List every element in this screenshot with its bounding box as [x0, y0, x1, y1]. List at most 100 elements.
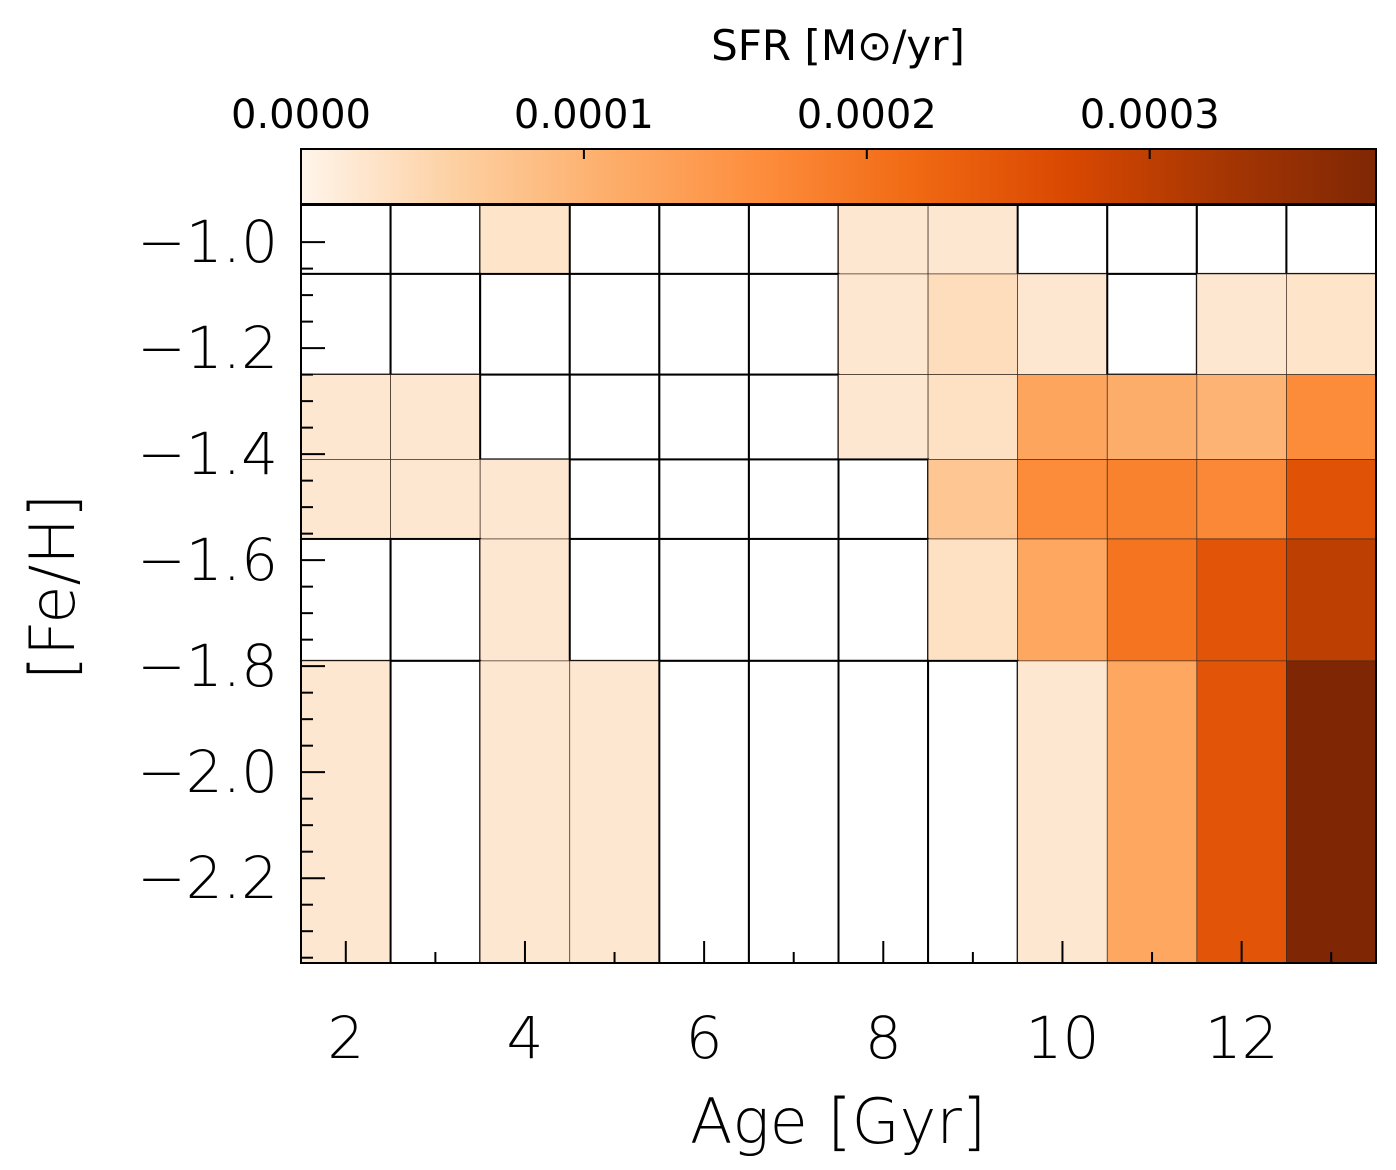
heatmap-cell — [479, 204, 571, 275]
heatmap-cell — [389, 659, 482, 965]
heatmap-cell — [1017, 459, 1108, 540]
heatmap-cell — [479, 459, 571, 540]
heatmap-cell — [1016, 204, 1109, 275]
heatmap-cell — [747, 373, 840, 461]
heatmap-cell — [1196, 459, 1287, 540]
heatmap-cell — [1286, 459, 1377, 540]
heatmap-cell — [747, 537, 840, 662]
heatmap-cell — [1286, 273, 1377, 375]
heatmap-cell — [837, 659, 930, 965]
heatmap-cell — [569, 660, 660, 964]
heatmap-cell — [1285, 204, 1377, 275]
heatmap-cell — [479, 660, 571, 964]
colorbar-tick-label: 0.0003 — [1080, 92, 1220, 138]
heatmap-cell — [389, 272, 482, 376]
heatmap-cell — [747, 659, 840, 965]
heatmap-cell — [389, 537, 482, 662]
heatmap-cell — [1017, 374, 1108, 460]
y-tick-label: −1.0 — [137, 208, 278, 276]
plot-frame — [300, 204, 1377, 964]
x-tick-labels: 2 4 6 8 10 12 — [327, 1004, 1278, 1072]
y-axis-label: [Fe/H] — [16, 494, 89, 680]
heatmap-cell — [747, 272, 840, 376]
heatmap-cell — [1106, 374, 1198, 460]
colorbar — [300, 148, 1377, 205]
heatmap-cell — [927, 538, 1019, 662]
heatmap-cell — [1195, 204, 1288, 275]
heatmap-cell — [479, 272, 571, 376]
heatmap-cell — [838, 204, 929, 275]
heatmap-cell — [568, 373, 661, 461]
heatmap-cell — [1017, 660, 1108, 964]
heatmap-cell — [1286, 538, 1377, 662]
heatmap-cell — [1196, 273, 1287, 375]
colorbar-tick-label: 0.0000 — [231, 92, 371, 138]
heatmap-cell — [1106, 660, 1198, 964]
heatmap-cell — [568, 537, 661, 662]
heatmap-cell — [479, 373, 571, 461]
heatmap-cell — [300, 204, 392, 275]
heatmap-cell — [1017, 273, 1108, 375]
heatmap-cell — [658, 659, 750, 965]
heatmap-cell — [837, 458, 930, 540]
axis-ticks — [301, 241, 1333, 963]
heatmap-cell — [300, 660, 391, 964]
heatmap-cell — [658, 373, 750, 461]
y-tick-label: −2.2 — [137, 844, 278, 912]
heatmap-cell — [390, 374, 481, 460]
heatmap-cell — [389, 204, 482, 275]
x-tick-label: 10 — [1026, 1004, 1100, 1072]
heatmap-cell — [838, 374, 929, 460]
heatmap-cell — [300, 272, 392, 376]
heatmap-cell — [1106, 204, 1198, 275]
heatmap-cell — [658, 458, 750, 540]
colorbar-ticks — [300, 149, 1151, 159]
heatmap-cell — [658, 537, 750, 662]
heatmap-cell — [747, 458, 840, 540]
colorbar-tick-label: 0.0001 — [514, 92, 654, 138]
heatmap-cell — [1106, 272, 1198, 376]
x-axis-label: Age [Gyr] — [690, 1085, 986, 1158]
x-tick-label: 12 — [1205, 1004, 1279, 1072]
heatmap-cell — [300, 537, 392, 662]
heatmap-cell — [927, 659, 1019, 965]
heatmap-cell — [1196, 660, 1287, 964]
x-tick-label: 4 — [507, 1004, 544, 1072]
heatmap-cell — [1286, 660, 1377, 964]
colorbar-title: SFR [M⊙/yr] — [711, 21, 965, 70]
x-tick-label: 6 — [686, 1004, 723, 1072]
heatmap-cell — [927, 273, 1019, 375]
heatmap-cell — [568, 272, 661, 376]
heatmap-cell — [300, 459, 391, 540]
heatmap-cell — [1106, 538, 1198, 662]
heatmap-cell — [927, 374, 1019, 460]
heatmap-cell — [927, 459, 1019, 540]
heatmap-cell — [747, 204, 840, 275]
heatmap-cell — [1017, 538, 1108, 662]
heatmap-cell — [300, 374, 391, 460]
x-tick-label: 8 — [865, 1004, 902, 1072]
heatmap-cell — [658, 272, 750, 376]
heatmap-cell — [658, 204, 750, 275]
heatmap-cell — [1196, 374, 1287, 460]
x-tick-label: 2 — [327, 1004, 364, 1072]
heatmap-cell — [1106, 459, 1198, 540]
y-tick-label: −1.4 — [137, 420, 278, 488]
y-tick-label: −1.6 — [137, 526, 278, 594]
y-tick-label: −1.2 — [137, 314, 278, 382]
y-tick-labels: −1.0 −1.2 −1.4 −1.6 −1.8 −2.0 −2.2 — [137, 208, 278, 912]
heatmap-cell — [568, 204, 661, 275]
heatmap-cell — [838, 273, 929, 375]
heatmap-cells — [300, 204, 1377, 965]
colorbar-tick-labels: 0.0000 0.0001 0.0002 0.0003 — [231, 92, 1220, 138]
heatmap-cell — [1196, 538, 1287, 662]
heatmap-cell — [927, 204, 1019, 275]
heatmap-cell — [837, 537, 930, 662]
heatmap-cell — [479, 538, 571, 662]
heatmap-cell — [568, 458, 661, 540]
heatmap-cell — [1286, 374, 1377, 460]
colorbar-tick-label: 0.0002 — [797, 92, 937, 138]
heatmap-cell — [390, 459, 481, 540]
y-tick-label: −2.0 — [137, 738, 278, 806]
